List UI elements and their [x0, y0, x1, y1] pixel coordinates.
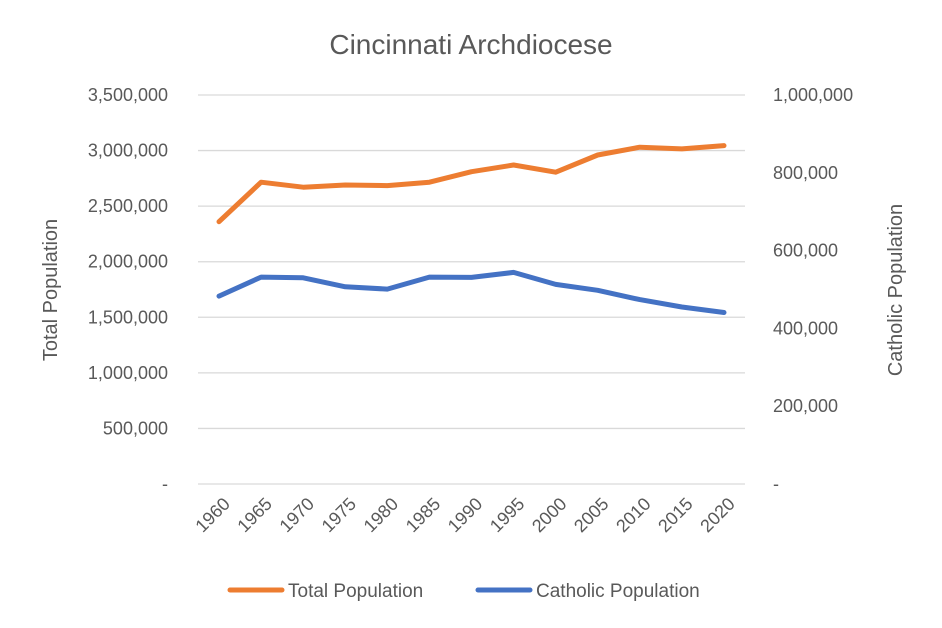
legend-label-total: Total Population [288, 581, 423, 602]
x-tick-label: 1995 [486, 494, 528, 536]
left-tick-label: 1,000,000 [88, 363, 168, 383]
x-axis-ticks: 1960 1965 1970 1975 1980 1985 1990 1995 2000 2005… [191, 494, 738, 536]
x-tick-label: 2020 [696, 494, 738, 536]
right-tick-label: 800,000 [773, 163, 838, 183]
left-axis-ticks: - 500,000 1,000,000 1,500,000 2,000,000 2,500… [88, 85, 168, 494]
x-tick-label: 1985 [402, 494, 444, 536]
x-tick-label: 1980 [360, 494, 402, 536]
x-tick-label: 1960 [191, 494, 233, 536]
right-axis-title: Catholic Population [885, 204, 907, 376]
left-tick-label: 1,500,000 [88, 307, 168, 327]
left-axis-title: Total Population [40, 219, 62, 361]
x-tick-label: 1975 [318, 494, 360, 536]
x-tick-label: 1970 [276, 494, 318, 536]
right-tick-label: 1,000,000 [773, 85, 853, 105]
legend-item-catholic: Catholic Population [475, 581, 700, 602]
right-tick-label: - [773, 474, 779, 494]
left-tick-label: 2,000,000 [88, 252, 168, 272]
legend-label-catholic: Catholic Population [536, 581, 700, 602]
legend: Total Population Catholic Population [227, 581, 700, 602]
right-tick-label: 400,000 [773, 318, 838, 338]
total-population-line [216, 143, 727, 225]
right-axis-ticks: - 200,000 400,000 600,000 800,000 1,000,000 [773, 85, 853, 494]
catholic-population-line [216, 269, 727, 315]
legend-item-total: Total Population [227, 581, 423, 602]
left-tick-label: 3,000,000 [88, 141, 168, 161]
x-tick-label: 1965 [233, 494, 275, 536]
x-tick-label: 2010 [612, 494, 654, 536]
x-tick-label: 1990 [444, 494, 486, 536]
gridlines [198, 94, 745, 485]
x-tick-label: 2015 [654, 494, 696, 536]
left-tick-label: 2,500,000 [88, 196, 168, 216]
left-tick-label: 3,500,000 [88, 85, 168, 105]
series-lines [216, 143, 727, 315]
x-tick-label: 2000 [528, 494, 570, 536]
right-tick-label: 200,000 [773, 396, 838, 416]
right-tick-label: 600,000 [773, 241, 838, 261]
x-tick-label: 2005 [570, 494, 612, 536]
left-tick-label: 500,000 [103, 418, 168, 438]
chart-title: Cincinnati Archdiocese [329, 29, 612, 60]
left-tick-label: - [162, 474, 168, 494]
